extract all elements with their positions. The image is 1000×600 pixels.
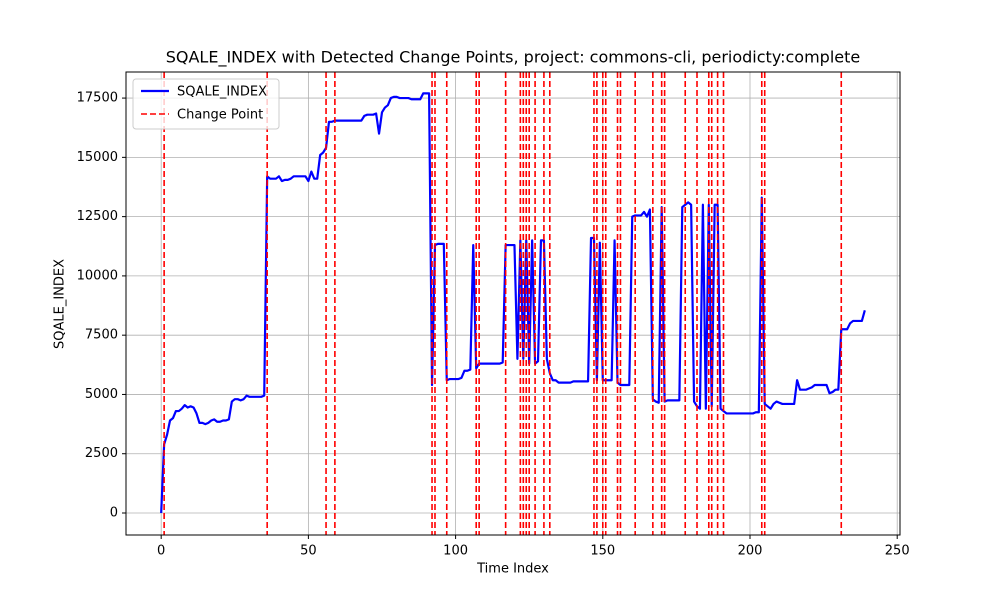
data-line (160, 92, 866, 514)
x-tick-label: 50 (300, 544, 317, 559)
x-tick-label: 200 (738, 544, 763, 559)
y-tick-label: 17500 (77, 91, 118, 106)
x-tick-label: 0 (157, 544, 165, 559)
legend-label: Change Point (177, 108, 263, 123)
y-tick-label: 15000 (77, 150, 118, 165)
plot-frame (125, 71, 901, 536)
y-tick-label: 10000 (77, 268, 118, 283)
y-tick-label: 5000 (85, 387, 118, 402)
chart-title: SQALE_INDEX with Detected Change Points,… (166, 48, 861, 68)
y-tick-label: 0 (110, 505, 118, 520)
y-tick-label: 7500 (85, 328, 118, 343)
x-axis-label: Time Index (476, 562, 549, 577)
x-tick-label: 150 (590, 544, 615, 559)
legend-box (132, 78, 280, 130)
y-tick-label: 12500 (77, 209, 118, 224)
y-axis-label: SQALE_INDEX (53, 259, 68, 349)
y-tick-label: 2500 (85, 446, 118, 461)
legend-label: SQALE_INDEX (177, 85, 267, 100)
x-tick-label: 100 (443, 544, 468, 559)
x-tick-label: 250 (885, 544, 910, 559)
